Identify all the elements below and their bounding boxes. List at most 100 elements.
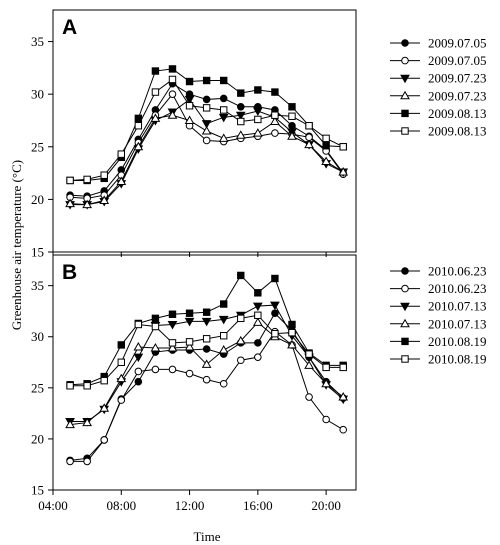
data-point: [66, 457, 74, 466]
legend-marker: [401, 337, 409, 346]
data-point: [168, 339, 177, 347]
data-point: [254, 353, 262, 361]
series-2009.07.23-filled-triangle-down: [65, 95, 349, 210]
data-point: [168, 65, 177, 73]
data-point: [184, 341, 195, 351]
data-point: [151, 322, 160, 331]
data-point: [219, 379, 228, 388]
data-point: [322, 142, 330, 150]
data-point: [305, 350, 313, 358]
data-point: [218, 113, 229, 123]
legend-marker: [400, 90, 410, 100]
data-point: [65, 419, 75, 429]
data-point: [254, 311, 262, 319]
series-2010.06.23-open-circle: [66, 327, 347, 466]
data-point: [133, 353, 144, 363]
legend-entry: 2010.06.23: [390, 281, 487, 296]
data-point: [305, 133, 313, 142]
data-point: [236, 356, 245, 365]
data-point: [202, 76, 211, 85]
y-tick-label: 25: [31, 380, 44, 395]
y-tick-label: 30: [31, 329, 44, 344]
data-point: [202, 136, 211, 145]
legend-marker: [401, 127, 409, 135]
y-tick-label: 15: [31, 245, 44, 260]
data-point: [168, 310, 177, 318]
x-tick-label: 16:00: [243, 498, 273, 513]
series-line: [70, 98, 344, 206]
data-point: [99, 195, 110, 204]
data-point: [201, 317, 212, 327]
data-point: [202, 335, 211, 343]
legend-entry: 2010.08.19: [390, 334, 487, 349]
data-point: [168, 90, 177, 98]
data-point: [235, 335, 246, 345]
data-point: [321, 378, 331, 388]
legend-marker: [401, 355, 409, 363]
legend-entry: 2009.08.13: [390, 124, 487, 139]
legend-label: 2010.07.13: [428, 316, 487, 331]
x-tick-label: 08:00: [106, 498, 136, 513]
data-point: [134, 122, 143, 130]
legend-entry: 2010.06.23: [390, 264, 487, 279]
y-tick-label: 20: [31, 431, 44, 446]
data-point: [202, 95, 211, 104]
legend-entry: 2009.07.05: [390, 36, 487, 51]
legend-marker: [401, 109, 409, 118]
data-point: [82, 199, 93, 209]
data-point: [151, 67, 160, 75]
data-point: [252, 302, 263, 312]
data-point: [254, 86, 262, 94]
data-point: [184, 115, 195, 124]
data-point: [288, 328, 296, 337]
data-point: [252, 107, 263, 117]
y-tick-label: 25: [31, 139, 44, 154]
data-point: [271, 274, 279, 283]
data-point: [184, 95, 195, 105]
data-point: [185, 77, 194, 86]
data-point: [271, 309, 279, 318]
data-point: [252, 317, 263, 326]
panel-label: A: [62, 16, 77, 39]
data-point: [99, 403, 110, 412]
data-point: [235, 130, 246, 139]
x-tick-label: 04:00: [38, 498, 68, 513]
data-point: [220, 300, 228, 308]
y-tick-label: 30: [31, 87, 44, 102]
data-point: [83, 175, 91, 184]
data-point: [321, 156, 331, 166]
data-point: [167, 320, 178, 330]
data-point: [151, 88, 160, 96]
data-point: [220, 106, 228, 114]
data-point: [83, 457, 91, 466]
data-point: [322, 134, 330, 143]
data-point: [218, 345, 229, 354]
data-point: [237, 89, 245, 97]
data-point: [150, 342, 161, 352]
data-point: [218, 315, 229, 325]
data-point: [83, 382, 91, 390]
data-point: [305, 122, 313, 130]
legend-label: 2010.08.19: [428, 334, 487, 349]
panel-label: B: [62, 261, 77, 284]
data-point: [235, 111, 246, 121]
chart-panel-A: A 15 20 25 30 35 2009.07.05 2009.07.05 2009.07.2…: [31, 9, 487, 260]
data-point: [338, 167, 349, 176]
series-2010.08.19-open-square: [66, 311, 347, 390]
data-point: [134, 367, 143, 376]
data-point: [201, 359, 212, 368]
data-point: [254, 289, 262, 297]
data-point: [236, 103, 245, 111]
data-point: [65, 198, 75, 208]
series-2010.08.19-filled-square: [66, 271, 347, 389]
data-point: [287, 131, 297, 140]
data-point: [202, 308, 211, 316]
legend-label: 2009.07.05: [428, 36, 487, 51]
legend-label: 2010.08.19: [428, 352, 487, 367]
data-point: [220, 76, 228, 85]
data-point: [271, 329, 279, 338]
data-point: [185, 338, 194, 346]
data-point: [271, 129, 279, 137]
legend-entry: 2010.08.19: [390, 352, 487, 367]
data-point: [100, 436, 109, 444]
